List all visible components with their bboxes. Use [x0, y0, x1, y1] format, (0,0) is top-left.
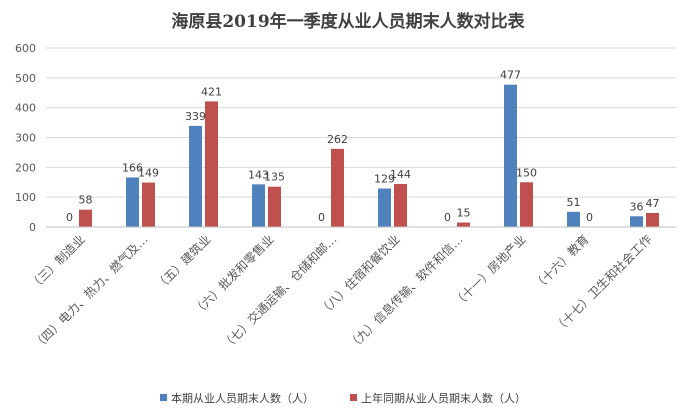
- data-label: 262: [327, 133, 348, 146]
- data-label: 0: [66, 211, 73, 224]
- data-label: 421: [201, 85, 222, 98]
- bar: [142, 182, 155, 227]
- bar: [205, 101, 218, 227]
- data-labels: 0 166 339 143 0 129 0 477 51 36 58 149 421 135 262 144 1…: [66, 69, 660, 224]
- x-tick-label: （三）制造业: [27, 232, 88, 293]
- data-label: 0: [586, 211, 593, 224]
- data-label: 58: [79, 194, 93, 207]
- bar: [252, 184, 265, 227]
- legend-swatch: [160, 394, 167, 401]
- bar: [457, 222, 470, 227]
- bar: [630, 216, 643, 227]
- y-tick-label: 500: [15, 72, 36, 85]
- data-label: 47: [646, 197, 660, 210]
- legend: 本期从业人员期末人数（人） 上年同期从业人员期末人数（人）: [160, 391, 526, 405]
- bar: [268, 186, 281, 227]
- y-tick-label: 300: [15, 132, 36, 145]
- data-label: 51: [567, 196, 581, 209]
- data-label: 36: [630, 200, 644, 213]
- legend-label: 本期从业人员期末人数（人）: [171, 391, 314, 405]
- x-tick-label: （七）交通运输、仓储和邮…: [219, 232, 340, 353]
- x-tick-label: （十六）教育: [530, 232, 592, 294]
- data-label: 0: [444, 211, 451, 224]
- data-label: 144: [390, 168, 411, 181]
- data-label: 150: [516, 166, 537, 179]
- x-tick-label: （四）电力、热力、燃气及…: [30, 232, 151, 353]
- data-label: 0: [318, 211, 325, 224]
- data-label: 339: [185, 110, 206, 123]
- y-tick-label: 0: [29, 221, 36, 234]
- y-tick-label: 100: [15, 191, 36, 204]
- data-label: 143: [248, 168, 269, 181]
- bar: [378, 188, 391, 227]
- legend-label: 上年同期从业人员期末人数（人）: [361, 391, 526, 405]
- bar: [520, 182, 533, 227]
- bar: [394, 184, 407, 227]
- bar: [126, 177, 139, 227]
- y-tick-label: 400: [15, 102, 36, 115]
- data-label: 129: [374, 173, 395, 186]
- data-label: 477: [500, 69, 521, 82]
- bar: [646, 212, 659, 227]
- bar: [79, 209, 92, 227]
- bar: [567, 211, 580, 227]
- bar: [504, 84, 517, 227]
- y-tick-label: 200: [15, 161, 36, 174]
- bar: [189, 125, 202, 227]
- bars: [79, 84, 659, 227]
- data-label: 149: [138, 167, 159, 180]
- bar: [331, 148, 344, 227]
- data-label: 15: [457, 207, 471, 220]
- data-label: 166: [122, 161, 143, 174]
- legend-swatch: [350, 394, 357, 401]
- y-tick-label: 600: [15, 42, 36, 55]
- x-tick-label: （五）建筑业: [152, 232, 214, 294]
- x-tick-label: （九）信息传输、软件和信…: [345, 232, 466, 353]
- gridlines: [46, 47, 676, 198]
- x-axis-labels: （三）制造业（四）电力、热力、燃气及… （五）建筑业（六）批发和零售业（七）交通运…: [27, 232, 655, 353]
- y-axis-ticks: 0 100 200 300 400 500 600: [15, 42, 36, 234]
- data-label: 135: [264, 171, 285, 184]
- chart-title: 海原县2019年一季度从业人员期末人数对比表: [171, 11, 525, 32]
